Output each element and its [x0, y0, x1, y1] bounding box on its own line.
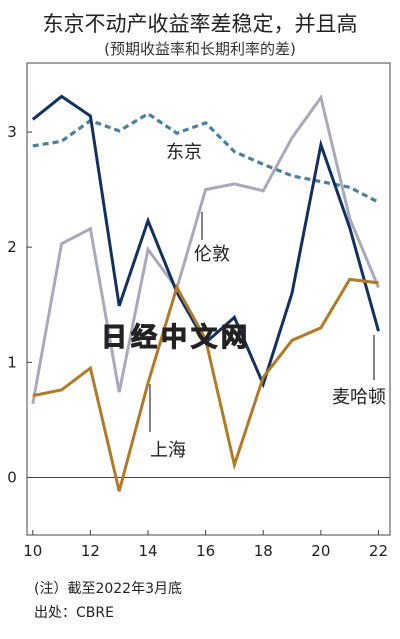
x-tick-label: 18	[254, 542, 273, 560]
chart-source: 出处：CBRE	[34, 605, 114, 621]
x-tick-label: 16	[196, 542, 215, 560]
x-tick-label: 14	[138, 542, 157, 560]
x-tick-label: 12	[81, 542, 100, 560]
series-label-london: 伦敦	[194, 244, 230, 265]
y-tick-label: 2	[7, 238, 17, 256]
y-tick-label: 0	[7, 468, 17, 486]
chart-title: 东京不动产收益率差稳定，并且高	[42, 12, 358, 36]
x-tick-label: 20	[311, 542, 330, 560]
series-label-tokyo: 东京	[166, 142, 202, 163]
chart-note: (注）截至2022年3月底	[34, 581, 182, 597]
series-label-shanghai: 上海	[150, 440, 186, 461]
chart-subtitle: (预期收益率和长期利率的差)	[104, 40, 296, 58]
x-tick-label: 22	[369, 542, 388, 560]
y-tick-label: 3	[7, 123, 17, 141]
y-tick-label: 1	[7, 353, 17, 371]
watermark: 日经中文网	[101, 322, 251, 353]
series-line-1	[31, 93, 380, 405]
series-line-3	[32, 277, 379, 492]
x-tick-label: 10	[23, 542, 42, 560]
plot-area	[26, 62, 391, 536]
series-label-manhattan: 麦哈顿	[332, 387, 386, 408]
